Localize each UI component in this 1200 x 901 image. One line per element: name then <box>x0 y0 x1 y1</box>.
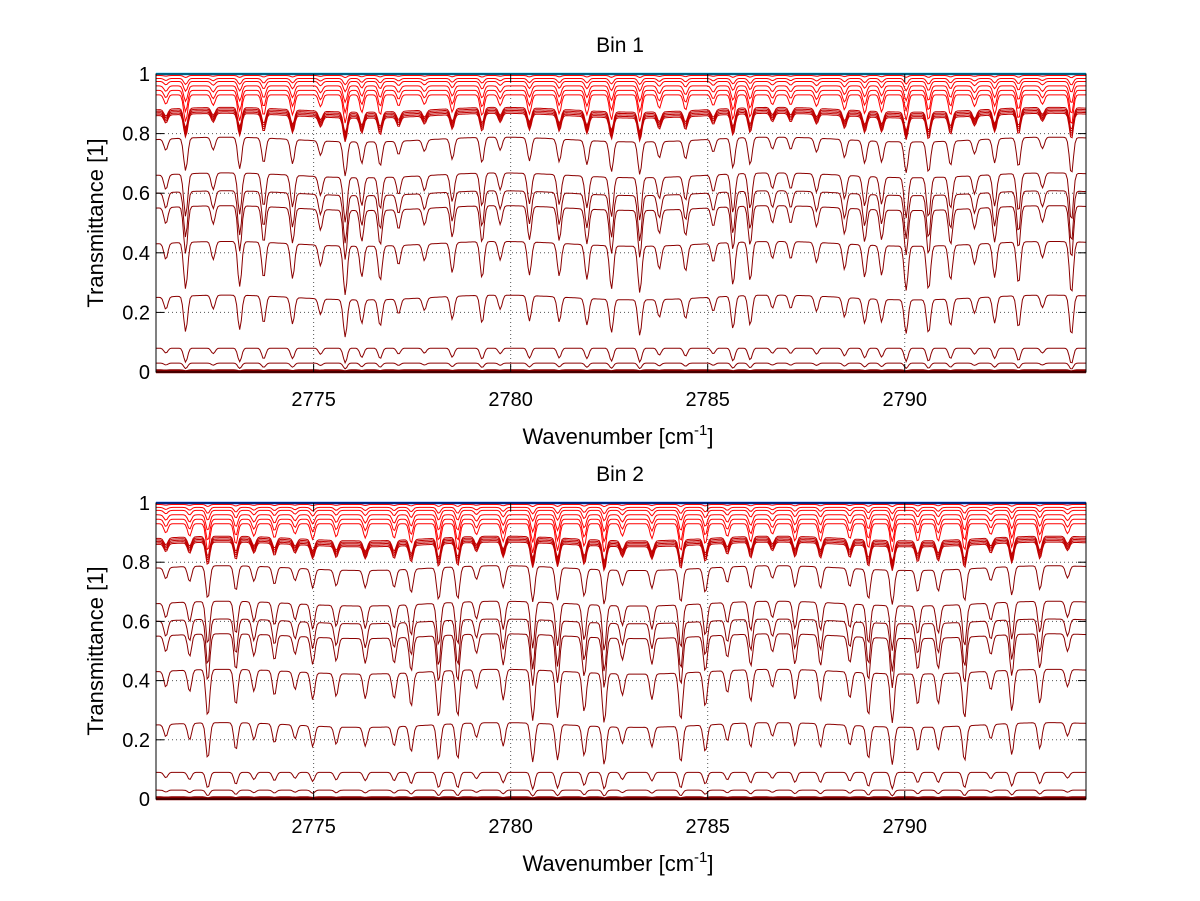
series-line <box>156 518 1086 544</box>
y-tick-label: 1 <box>139 64 150 86</box>
y-tick-label: 0 <box>139 362 150 384</box>
x-tick-label: 2775 <box>291 816 336 838</box>
series-line <box>156 506 1086 515</box>
y-tick-label: 0.4 <box>122 671 150 693</box>
series-line <box>155 172 1087 223</box>
series-line <box>156 347 1086 365</box>
series-line <box>156 771 1086 791</box>
series-line <box>155 618 1087 672</box>
series-line <box>156 509 1086 523</box>
series-line <box>155 190 1087 244</box>
series-line <box>156 514 1086 534</box>
series-line <box>155 537 1087 566</box>
series-line <box>156 89 1086 115</box>
series-line <box>156 523 1086 554</box>
series-line <box>156 541 1086 572</box>
x-tick-label: 2780 <box>488 816 533 838</box>
series-line <box>156 94 1086 124</box>
panel-bin1-ticks: 2775 2780 2785 2790 0 0.2 0.4 0.6 0.8 1 <box>122 64 1086 411</box>
series-line <box>156 85 1086 104</box>
panel-bin1-axes-box <box>155 73 1087 373</box>
panel-bin2-title: Bin 2 <box>596 463 644 486</box>
y-tick-label: 0.8 <box>122 552 150 574</box>
series-line <box>156 78 1086 86</box>
panel-bin2-axes-box <box>155 502 1087 800</box>
series-line <box>155 668 1087 723</box>
y-tick-label: 0.8 <box>122 124 150 146</box>
y-tick-label: 0.6 <box>122 611 150 633</box>
y-tick-label: 1 <box>139 493 150 515</box>
series-line <box>156 81 1086 93</box>
series-line <box>156 504 1086 508</box>
series-line <box>155 205 1087 260</box>
x-tick-label: 2780 <box>488 389 533 411</box>
series-line <box>155 241 1086 295</box>
panel-bin2-xlabel: Wavenumber [cm-1] <box>522 849 713 876</box>
panel-bin1-xlabel: Wavenumber [cm-1] <box>522 422 713 449</box>
panel-bin1-ylabel: Transmittance [1] <box>83 138 108 307</box>
y-tick-label: 0.4 <box>122 243 150 265</box>
panel-bin1-title: Bin 1 <box>596 34 644 57</box>
series-line <box>155 112 1087 143</box>
y-tick-label: 0.2 <box>122 302 150 324</box>
y-tick-label: 0 <box>139 789 150 811</box>
panel-bin2-ylabel: Transmittance [1] <box>83 566 108 735</box>
x-tick-label: 2785 <box>685 389 730 411</box>
y-tick-label: 0.6 <box>122 183 150 205</box>
x-tick-label: 2790 <box>882 389 927 411</box>
x-tick-label: 2785 <box>685 816 730 838</box>
series-line <box>155 633 1087 688</box>
series-line <box>155 294 1087 338</box>
panel-bin1: Bin 1 2775 2780 2785 2790 0 0.2 0.4 0.6 0.8 1 Wav… <box>83 34 1087 449</box>
x-tick-label: 2790 <box>882 816 927 838</box>
x-tick-label: 2775 <box>291 389 336 411</box>
series-line <box>155 565 1087 605</box>
series-line <box>156 600 1086 651</box>
series-line <box>155 722 1087 765</box>
panel-bin2-ticks: 2775 2780 2785 2790 0 0.2 0.4 0.6 0.8 1 <box>122 493 1086 838</box>
y-tick-label: 0.2 <box>122 730 150 752</box>
panel-bin2: Bin 2 2775 2780 2785 2790 0 0.2 0.4 0.6 0.8 1 Wav… <box>83 463 1087 876</box>
series-line <box>155 136 1086 177</box>
series-line <box>156 362 1086 370</box>
series-line <box>156 75 1086 79</box>
series-line <box>156 789 1086 797</box>
